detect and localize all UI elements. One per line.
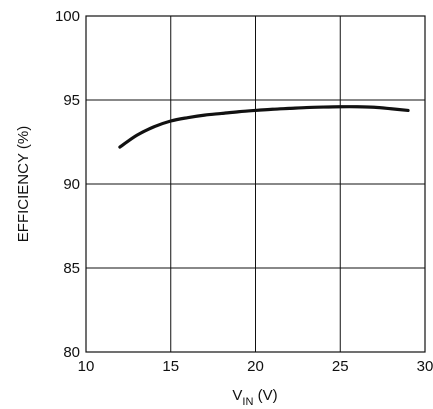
series-layer bbox=[118, 105, 410, 149]
y-tick-label: 95 bbox=[63, 92, 80, 109]
y-tick-label: 85 bbox=[63, 260, 80, 277]
y-tick-labels: 80 85 90 95 100 bbox=[55, 8, 80, 361]
y-axis-title: EFFICIENCY (%) bbox=[15, 126, 32, 242]
efficiency-curve bbox=[118, 105, 410, 149]
x-tick-label: 10 bbox=[78, 358, 95, 375]
x-tick-labels: 10 15 20 25 30 bbox=[78, 358, 433, 375]
grid-lines bbox=[86, 16, 425, 352]
x-tick-label: 30 bbox=[417, 358, 433, 375]
x-axis-title: VIN (V) bbox=[232, 387, 277, 408]
y-tick-label: 90 bbox=[63, 176, 80, 193]
x-axis-title-subscript: IN bbox=[242, 396, 253, 408]
x-axis-title-main: V bbox=[232, 387, 242, 404]
x-tick-label: 20 bbox=[247, 358, 264, 375]
x-axis-title-unit: (V) bbox=[253, 387, 277, 404]
x-tick-label: 25 bbox=[332, 358, 349, 375]
x-tick-label: 15 bbox=[162, 358, 179, 375]
y-tick-label: 80 bbox=[63, 344, 80, 361]
y-tick-label: 100 bbox=[55, 8, 80, 25]
plot-frame bbox=[85, 15, 426, 353]
